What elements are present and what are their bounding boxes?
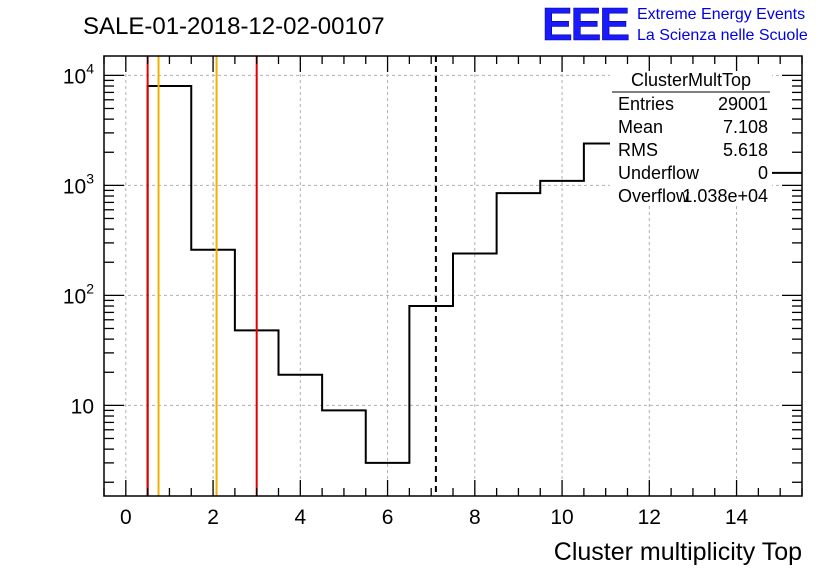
logo-line-2: La Scienza nelle Scuole <box>637 27 808 44</box>
stats-box-background <box>610 71 772 203</box>
eee-logo: EEE Extreme Energy Events La Scienza nel… <box>542 0 808 50</box>
x-tick-label: 8 <box>469 506 481 529</box>
stats-title: ClusterMultTop <box>631 70 751 90</box>
stats-label: Overflow <box>618 186 690 206</box>
stats-label: Underflow <box>618 163 700 183</box>
x-tick-label: 0 <box>120 506 132 529</box>
stats-value: 1.038e+04 <box>682 186 768 206</box>
y-tick-label: 10 <box>71 395 94 418</box>
x-tick-label: 10 <box>550 506 573 529</box>
chart-title: SALE-01-2018-12-02-00107 <box>83 13 385 40</box>
stats-label: Entries <box>618 94 674 114</box>
x-tick-label: 2 <box>207 506 219 529</box>
stats-label: Mean <box>618 117 663 137</box>
logo-line-1: Extreme Energy Events <box>637 6 805 23</box>
marker-lines <box>146 56 437 496</box>
x-tick-label: 4 <box>294 506 306 529</box>
stats-value: 5.618 <box>723 140 768 160</box>
x-tick-label: 6 <box>382 506 394 529</box>
y-tick-label: 103 <box>63 170 94 198</box>
axis-ticks <box>103 56 803 496</box>
stats-value: 29001 <box>718 94 768 114</box>
y-tick-labels: 10 102 103 104 <box>63 60 94 418</box>
stats-value: 7.108 <box>723 117 768 137</box>
stats-value: 0 <box>758 163 768 183</box>
stats-label: RMS <box>618 140 658 160</box>
logo-mark: EEE <box>542 0 628 50</box>
x-axis-title: Cluster multiplicity Top <box>554 538 802 566</box>
stats-rows: Entries 29001 Mean 7.108 RMS 5.618 Underflow 0 O… <box>618 94 768 206</box>
x-tick-label: 14 <box>725 506 749 529</box>
stats-box: ClusterMultTop Entries 29001 Mean 7.108 RMS 5… <box>610 70 772 206</box>
x-tick-label: 12 <box>638 506 661 529</box>
y-tick-label: 102 <box>63 280 94 308</box>
y-tick-label: 104 <box>63 60 94 88</box>
x-tick-labels: 0 2 4 6 8 10 12 14 <box>120 506 749 529</box>
